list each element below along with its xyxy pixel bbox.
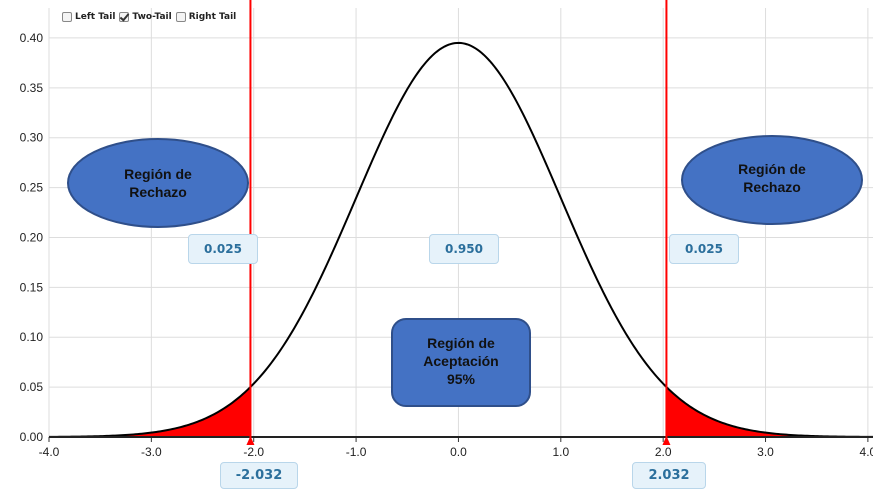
y-tick-label: 0.40 [20,31,44,45]
option-two-tail[interactable]: Two-Tail [119,12,172,22]
left-critical-value: -2.032 [220,462,298,489]
tail-selector: Left Tail Two-Tail Right Tail [62,12,240,22]
reject-right-text-line: Región de [738,161,806,177]
axes: 0.00 0.05 0.10 0.15 0.20 0.25 0.30 0.35 0.40 -4.0… [20,31,873,459]
critical-lines [246,0,671,445]
center-probability: 0.950 [429,234,499,264]
two-tail-checkbox[interactable] [119,12,130,22]
right-tail-probability: 0.025 [669,234,739,264]
accept-text-line: 95% [447,371,476,387]
y-tick-label: 0.25 [20,181,44,195]
left-tail-label: Left Tail [75,12,116,22]
y-tick-label: 0.00 [20,430,44,444]
y-tick-label: 0.05 [20,380,44,394]
x-tick-label: 4.0 [860,445,873,459]
reject-left-text: Región de Rechazo [124,166,192,200]
y-tick-label: 0.10 [20,330,44,344]
density-curve-line [48,41,873,438]
reject-left-text-line: Región de [124,166,192,182]
right-rejection-area [666,386,873,437]
x-tick-label: 2.0 [655,445,672,459]
y-tick-label: 0.20 [20,230,44,244]
x-tick-label: -3.0 [141,445,162,459]
reject-right-text: Región de Rechazo [738,161,806,195]
accept-text-line: Aceptación [423,353,498,369]
x-tick-label: -1.0 [346,445,367,459]
accept-text-line: Región de [427,335,495,351]
x-tick-label: 0.0 [450,445,467,459]
right-critical-value: 2.032 [632,462,706,489]
x-tick-label: 1.0 [552,445,569,459]
reject-left-ellipse [67,138,249,228]
density-curve [48,41,873,438]
accept-text: Región de Aceptación 95% [423,335,498,387]
option-left-tail[interactable]: Left Tail [62,12,115,22]
left-tail-probability: 0.025 [188,234,258,264]
y-tick-label: 0.30 [20,131,44,145]
left-critical-marker [246,436,255,445]
y-tick-label: 0.15 [20,280,44,294]
right-critical-marker [662,436,671,445]
reject-right-text-line: Rechazo [743,179,801,195]
x-tick-label: -4.0 [39,445,60,459]
left-tail-checkbox[interactable] [62,12,72,22]
two-tail-label: Two-Tail [132,12,172,22]
right-tail-label: Right Tail [188,12,237,22]
option-right-tail[interactable]: Right Tail [175,12,237,22]
accept-box [391,318,531,407]
y-tick-label: 0.35 [20,81,44,95]
right-tail-checkbox[interactable] [175,12,186,22]
x-tick-label: -2.0 [243,445,264,459]
tail-areas [49,386,873,437]
reject-right-ellipse [681,135,863,225]
left-rejection-area [49,386,251,437]
x-tick-label: 3.0 [757,445,774,459]
reject-left-text-line: Rechazo [129,184,187,200]
